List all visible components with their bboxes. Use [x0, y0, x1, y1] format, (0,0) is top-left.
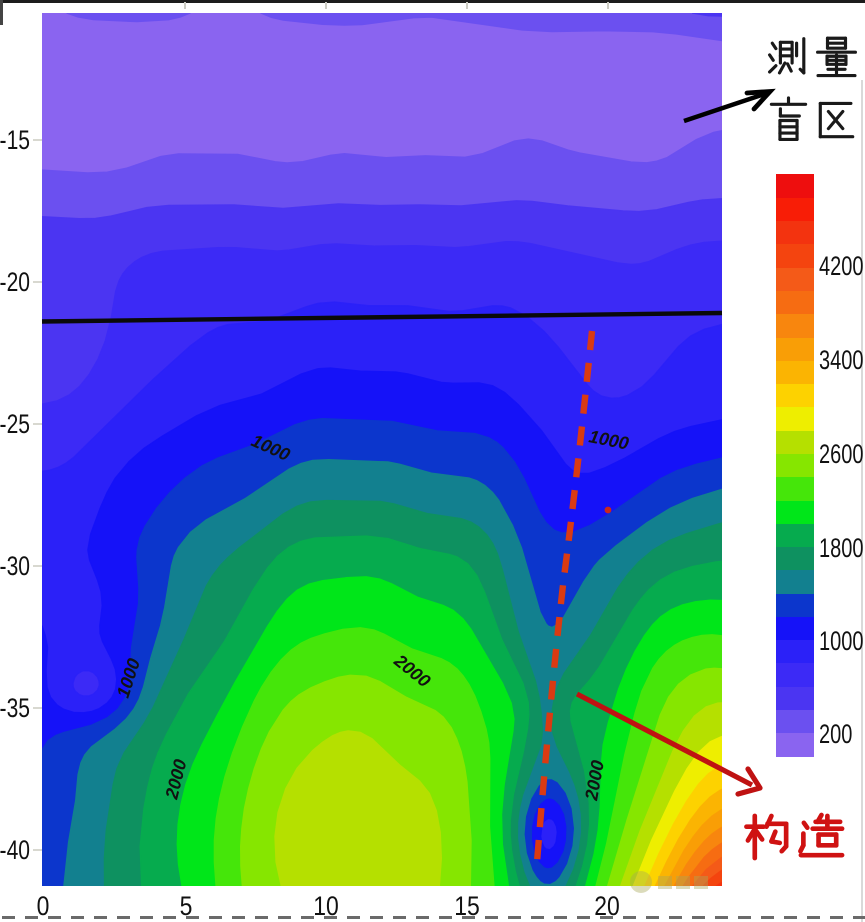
svg-text:1000: 1000 — [587, 426, 630, 453]
svg-text:2000: 2000 — [161, 757, 190, 802]
svg-text:2000: 2000 — [581, 759, 608, 803]
svg-text:1000: 1000 — [248, 430, 293, 465]
svg-text:1000: 1000 — [113, 656, 144, 700]
svg-text:2000: 2000 — [390, 650, 434, 691]
